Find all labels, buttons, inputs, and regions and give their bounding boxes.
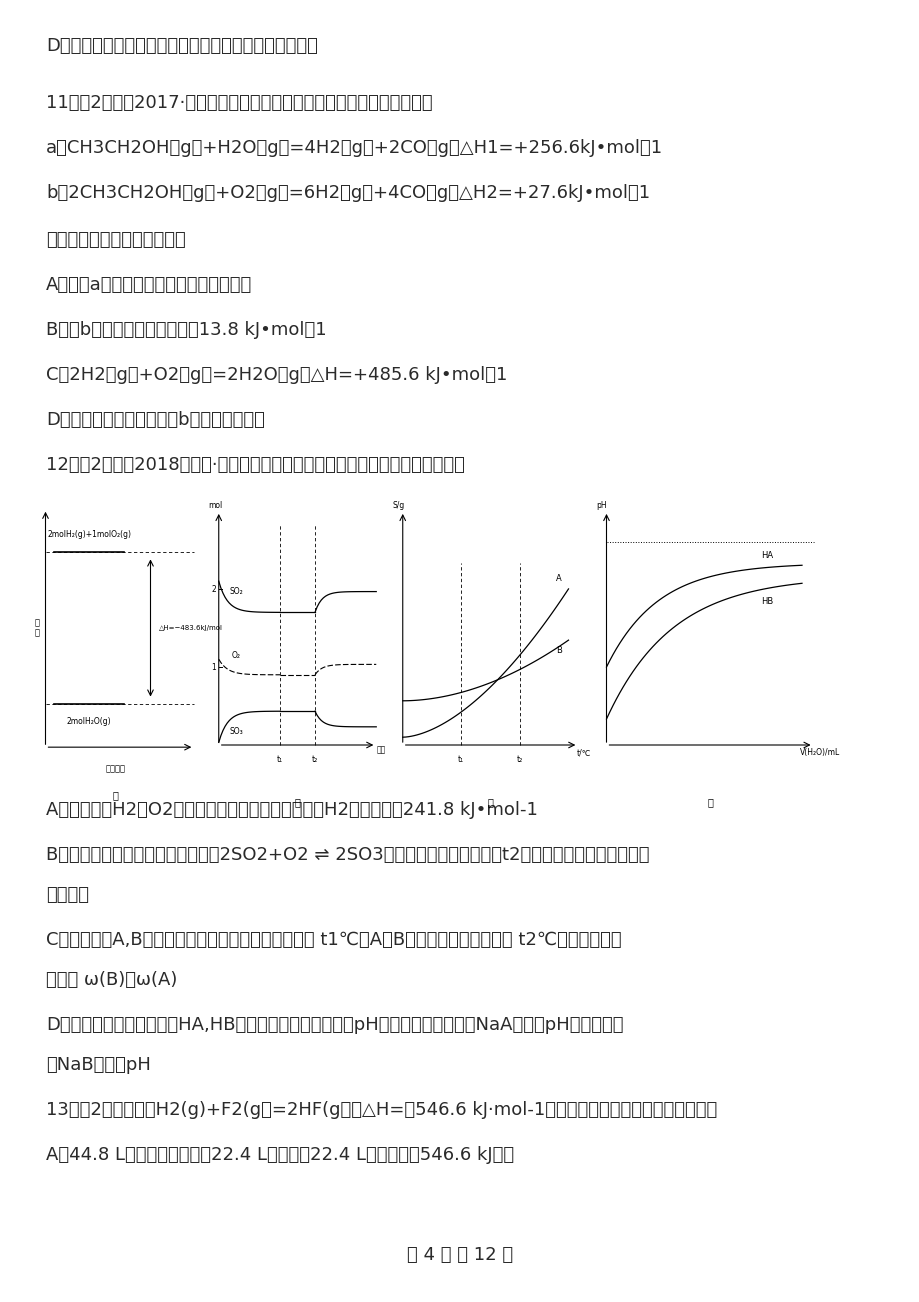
Text: C．图丙表示A,B两物质的溶解度随温度变化情况，将 t1℃时A、B的饱和溶液分别升温至 t2℃时，溶质的质: C．图丙表示A,B两物质的溶解度随温度变化情况，将 t1℃时A、B的饱和溶液分别… [46, 931, 621, 949]
Text: 时间: 时间 [377, 746, 386, 755]
Text: B: B [555, 646, 562, 655]
Text: C．2H2（g）+O2（g）=2H2O（g）△H=+485.6 kJ•mol－1: C．2H2（g）+O2（g）=2H2O（g）△H=+485.6 kJ•mol－1 [46, 366, 506, 384]
Text: D．不同元素组成的多原子分子里的化学键一定是极性键: D．不同元素组成的多原子分子里的化学键一定是极性键 [46, 36, 318, 55]
Text: t₂: t₂ [312, 755, 318, 764]
Text: 13．（2分）已知：H2(g)+F2(g）=2HF(g）　△H=－546.6 kJ·mol-1，　下列说法中不正确的是（　　）: 13．（2分）已知：H2(g)+F2(g）=2HF(g） △H=－546.6 k… [46, 1101, 717, 1118]
Text: A．升高a的反应温度，乙醇的转化率增大: A．升高a的反应温度，乙醇的转化率增大 [46, 276, 252, 294]
Text: A．图甲表示H2与O2发生反应过程中的能量变化，则H2的燃烧热为241.8 kJ•mol-1: A．图甲表示H2与O2发生反应过程中的能量变化，则H2的燃烧热为241.8 kJ… [46, 801, 538, 819]
Text: D．制取等量的氢气，途径b消耗的能量更多: D．制取等量的氢气，途径b消耗的能量更多 [46, 411, 265, 428]
Text: SO₂: SO₂ [229, 587, 243, 596]
Text: t/℃: t/℃ [576, 749, 591, 758]
Text: D．图丁表示常温下，稀释HA,HB两种酸的稀溶液时，溶液pH随加水量的变化，则NaA溶液的pH小于同浓度: D．图丁表示常温下，稀释HA,HB两种酸的稀溶液时，溶液pH随加水量的变化，则N… [46, 1016, 623, 1034]
Text: B．图乙表示一定条件下进行的反应2SO2+O2 ⇌ 2SO3各成分的物质的量变化，t2时刻改变的条件一定是缩小: B．图乙表示一定条件下进行的反应2SO2+O2 ⇌ 2SO3各成分的物质的量变化… [46, 846, 649, 865]
Text: pH: pH [596, 501, 607, 510]
Text: HB: HB [761, 596, 773, 605]
Text: t₁: t₁ [277, 755, 283, 764]
Text: mol: mol [208, 501, 222, 510]
Text: HA: HA [761, 551, 773, 560]
Text: 12．（2分）（2018高三下·淮阴开学考）下列关于各图的叙述正确的是（　　）: 12．（2分）（2018高三下·淮阴开学考）下列关于各图的叙述正确的是（ ） [46, 456, 464, 474]
Text: 量分数 ω(B)＞ω(A): 量分数 ω(B)＞ω(A) [46, 971, 177, 990]
Text: SO₃: SO₃ [229, 727, 243, 736]
Text: 反应过程: 反应过程 [106, 764, 125, 773]
Text: B．由b可知：乙醇的燃烧热为13.8 kJ•mol－1: B．由b可知：乙醇的燃烧热为13.8 kJ•mol－1 [46, 322, 326, 339]
Text: 2molH₂(g)+1molO₂(g): 2molH₂(g)+1molO₂(g) [47, 530, 131, 539]
Text: 1: 1 [210, 663, 216, 672]
Text: 丁: 丁 [707, 797, 712, 807]
Text: V(H₂O)/mL: V(H₂O)/mL [800, 749, 840, 758]
Text: O₂: O₂ [232, 651, 241, 660]
Text: t₁: t₁ [458, 755, 464, 764]
Text: 甲: 甲 [112, 790, 119, 801]
Text: A．44.8 L氟化氢气体分解成22.4 L的氢气和22.4 L的氟气吸收546.6 kJ热量: A．44.8 L氟化氢气体分解成22.4 L的氢气和22.4 L的氟气吸收546… [46, 1146, 514, 1164]
Text: 容器体积: 容器体积 [46, 885, 89, 904]
Text: t₂: t₂ [516, 755, 522, 764]
Text: 则下列说法正确的是（　　）: 则下列说法正确的是（ ） [46, 230, 186, 249]
Text: 乙: 乙 [294, 797, 301, 807]
Text: a．CH3CH2OH（g）+H2O（g）=4H2（g）+2CO（g）△H1=+256.6kJ•mol－1: a．CH3CH2OH（g）+H2O（g）=4H2（g）+2CO（g）△H1=+2… [46, 139, 663, 158]
Text: A: A [555, 574, 561, 583]
Text: 2molH₂O(g): 2molH₂O(g) [67, 716, 111, 725]
Text: △H=−483.6kJ/mol: △H=−483.6kJ/mol [159, 625, 223, 631]
Text: 能
量: 能 量 [34, 618, 40, 638]
Text: 2: 2 [210, 585, 216, 594]
Text: 第 4 页 共 12 页: 第 4 页 共 12 页 [406, 1246, 513, 1264]
Text: b．2CH3CH2OH（g）+O2（g）=6H2（g）+4CO（g）△H2=+27.6kJ•mol－1: b．2CH3CH2OH（g）+O2（g）=6H2（g）+4CO（g）△H2=+2… [46, 184, 650, 202]
Text: 11．（2分）（2017·如皋模拟）通过乙醇制取氢气通常有如下两条途径：: 11．（2分）（2017·如皋模拟）通过乙醇制取氢气通常有如下两条途径： [46, 94, 432, 112]
Text: 的NaB溶液的pH: 的NaB溶液的pH [46, 1056, 151, 1074]
Text: 丙: 丙 [487, 797, 493, 807]
Text: S/g: S/g [392, 501, 404, 510]
